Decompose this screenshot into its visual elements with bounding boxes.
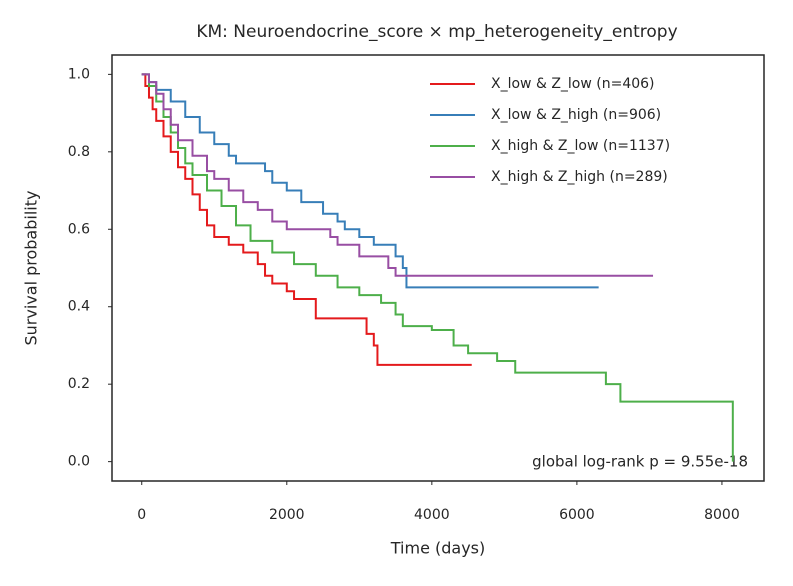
y-tick-label: 0.8 bbox=[68, 144, 90, 160]
plot-frame bbox=[111, 54, 765, 482]
x-tick-label: 4000 bbox=[414, 507, 450, 523]
x-axis-label: Time (days) bbox=[390, 539, 486, 558]
chart-title: KM: Neuroendocrine_score × mp_heterogene… bbox=[196, 22, 677, 42]
annotation: global log-rank p = 9.55e-18 bbox=[532, 453, 748, 471]
survival-curve bbox=[141, 73, 472, 366]
legend-label: X_low & Z_low (n=406) bbox=[491, 76, 655, 92]
y-tick-label: 0.6 bbox=[68, 221, 90, 237]
legend-label: X_high & Z_high (n=289) bbox=[491, 169, 668, 185]
y-axis-label: Survival probability bbox=[22, 191, 41, 346]
x-tick-label: 6000 bbox=[559, 507, 595, 523]
x-tick-label: 0 bbox=[137, 507, 146, 523]
y-tick-label: 0.4 bbox=[68, 299, 90, 315]
survival-curve bbox=[141, 73, 654, 277]
y-tick-label: 0.2 bbox=[68, 376, 90, 392]
x-tick-label: 2000 bbox=[269, 507, 305, 523]
legend-label: X_high & Z_low (n=1137) bbox=[491, 138, 670, 154]
survival-curve bbox=[141, 73, 599, 289]
legend-label: X_low & Z_high (n=906) bbox=[491, 107, 661, 123]
y-tick-label: 1.0 bbox=[68, 66, 90, 82]
x-tick-label: 8000 bbox=[704, 507, 740, 523]
y-tick-label: 0.0 bbox=[68, 454, 90, 470]
